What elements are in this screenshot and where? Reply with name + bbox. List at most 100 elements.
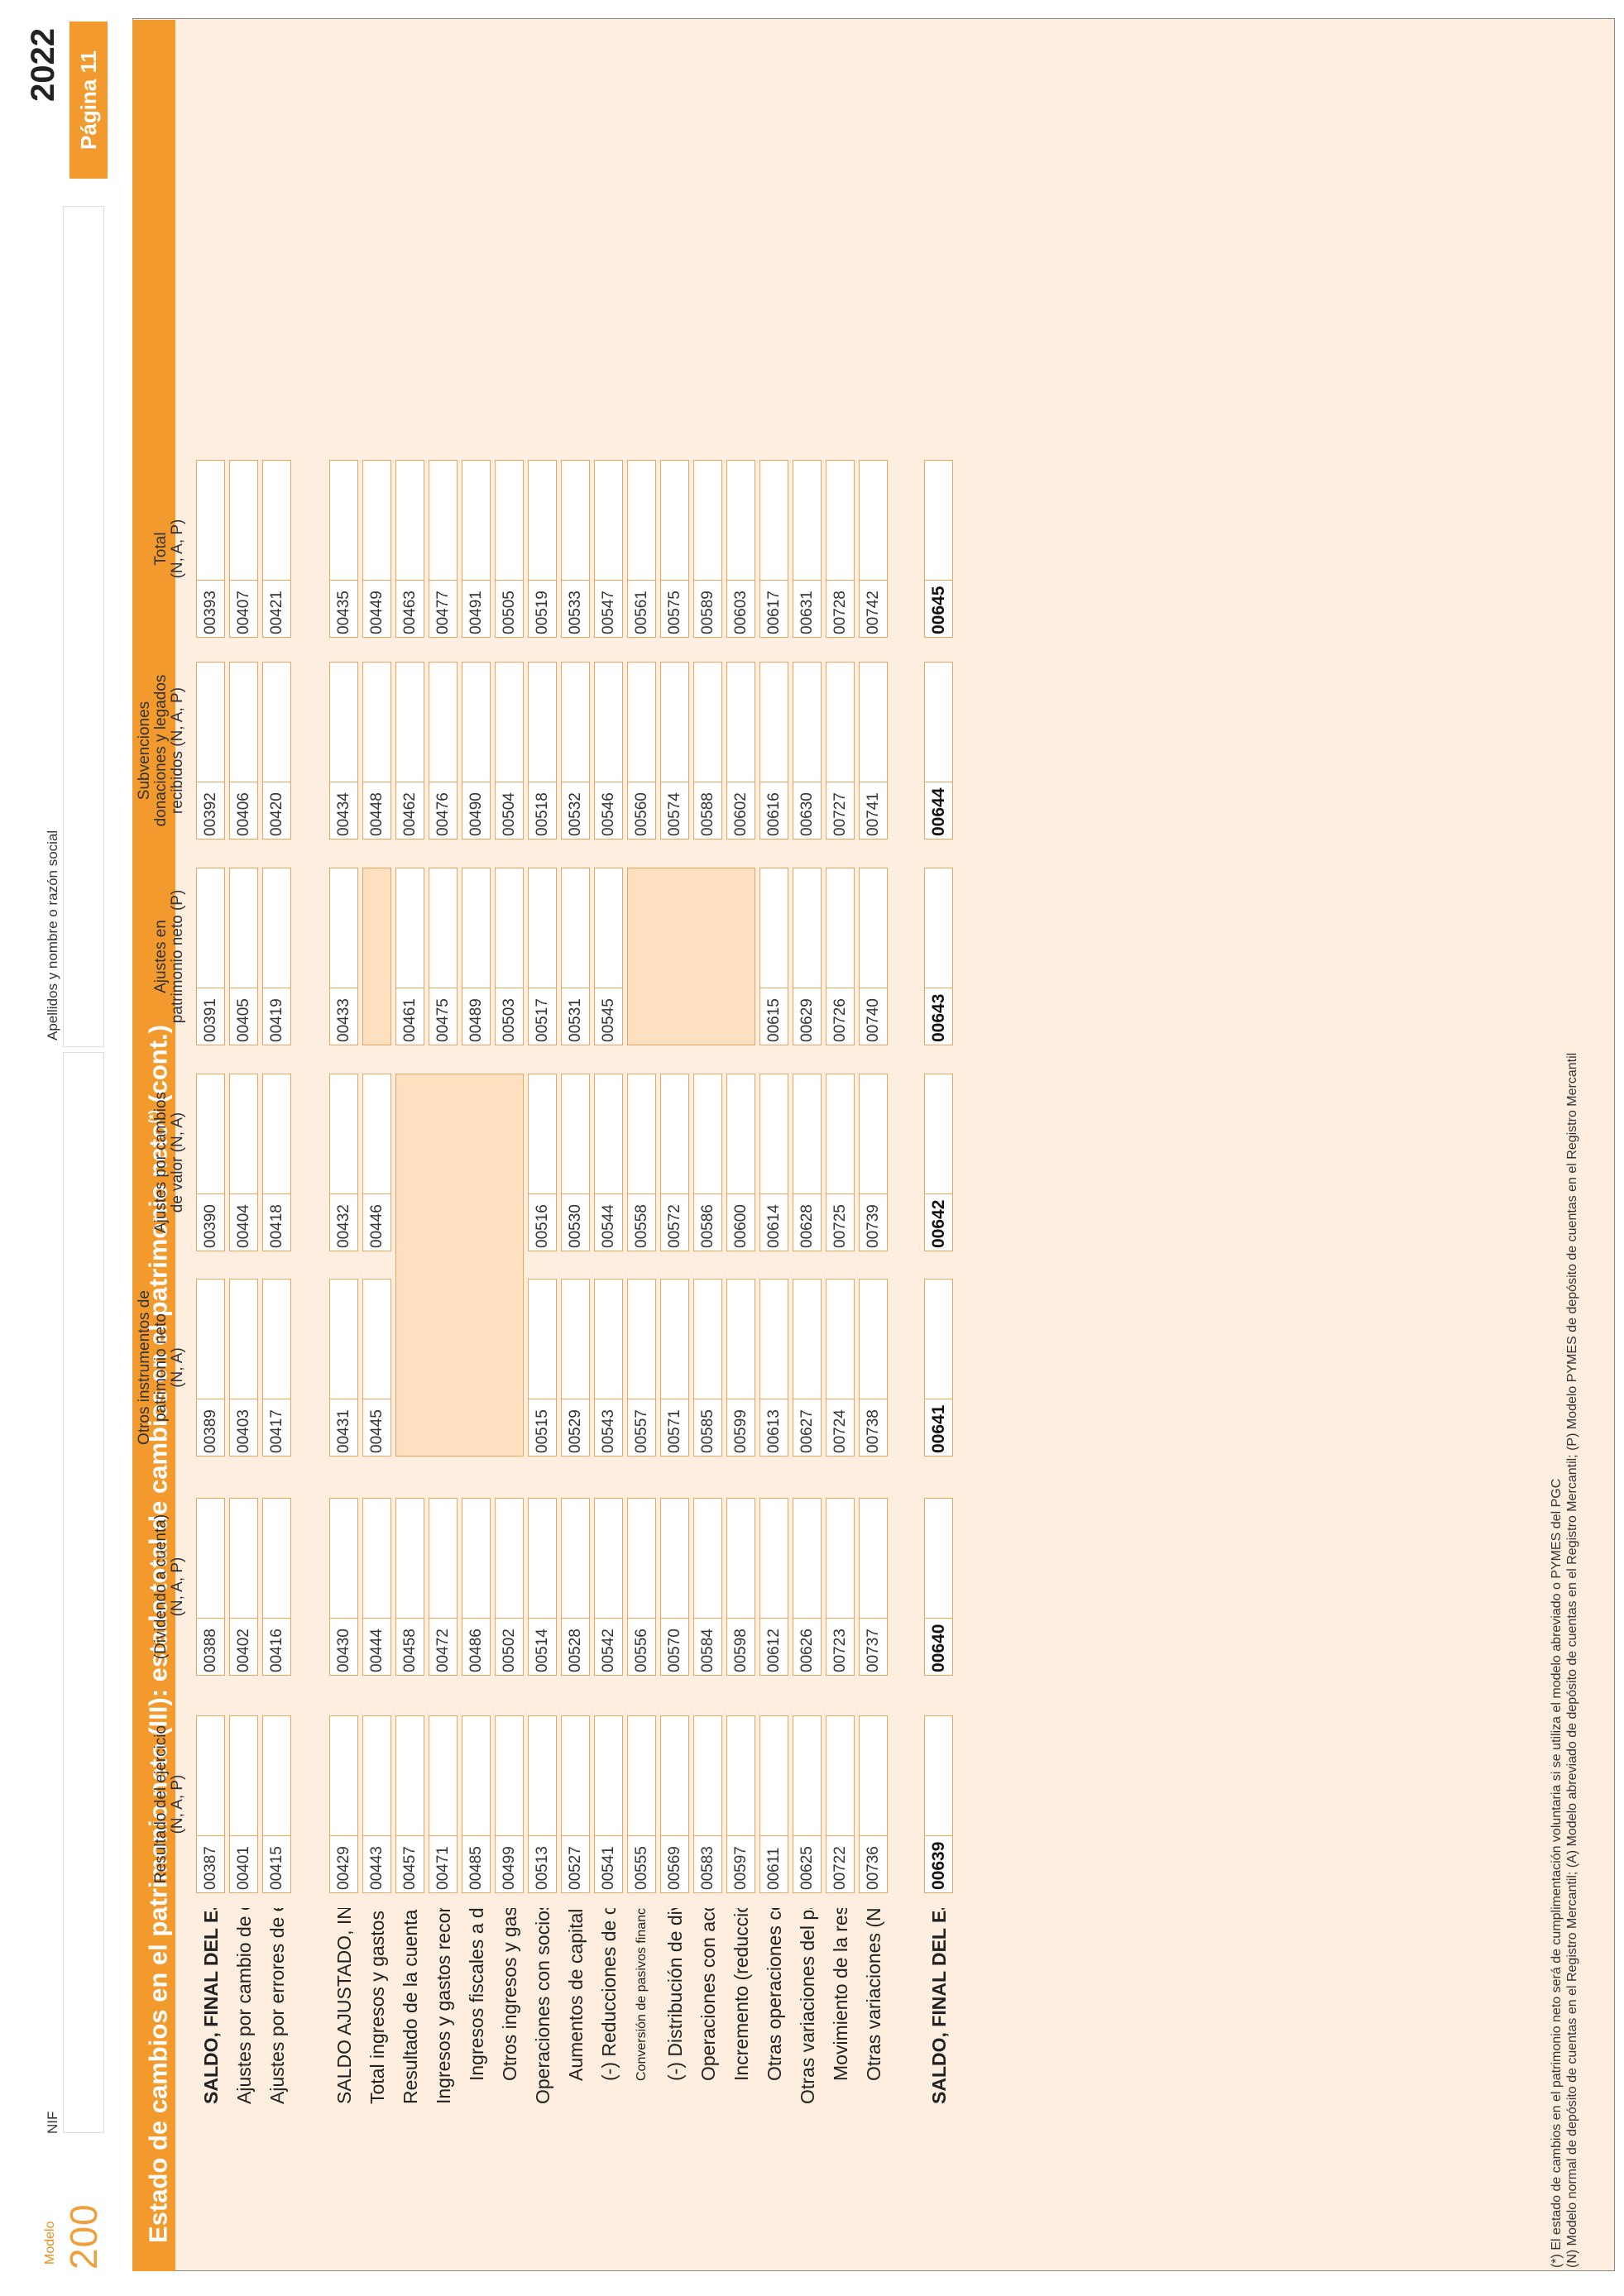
amount-field[interactable]: 00435 (329, 460, 358, 638)
amount-field[interactable]: 00486 (462, 1498, 491, 1676)
amount-field[interactable]: 00723 (826, 1498, 855, 1676)
amount-field[interactable]: 00420 (262, 662, 291, 839)
amount-field[interactable]: 00434 (329, 662, 358, 839)
amount-field[interactable]: 00738 (859, 1279, 888, 1457)
amount-field[interactable]: 00571 (660, 1279, 689, 1457)
amount-field[interactable]: 00639 (924, 1715, 953, 1893)
amount-field[interactable]: 00617 (759, 460, 788, 638)
amount-field[interactable]: 00477 (429, 460, 457, 638)
amount-field[interactable]: 00432 (329, 1074, 358, 1251)
name-field[interactable] (63, 206, 104, 1047)
amount-field[interactable]: 00722 (826, 1715, 855, 1893)
amount-field[interactable]: 00627 (793, 1279, 822, 1457)
amount-field[interactable]: 00642 (924, 1074, 953, 1251)
amount-field[interactable]: 00476 (429, 662, 457, 839)
amount-field[interactable]: 00462 (395, 662, 424, 839)
amount-field[interactable]: 00503 (495, 868, 524, 1045)
amount-field[interactable]: 00444 (362, 1498, 391, 1676)
amount-field[interactable]: 00727 (826, 662, 855, 839)
amount-field[interactable]: 00421 (262, 460, 291, 638)
amount-field[interactable]: 00458 (395, 1498, 424, 1676)
amount-field[interactable]: 00589 (693, 460, 722, 638)
amount-field[interactable]: 00429 (329, 1715, 358, 1893)
amount-field[interactable]: 00599 (726, 1279, 755, 1457)
amount-field[interactable]: 00560 (627, 662, 656, 839)
amount-field[interactable]: 00485 (462, 1715, 491, 1893)
amount-field[interactable]: 00403 (229, 1279, 258, 1457)
amount-field[interactable]: 00588 (693, 662, 722, 839)
amount-field[interactable]: 00557 (627, 1279, 656, 1457)
amount-field[interactable]: 00558 (627, 1074, 656, 1251)
amount-field[interactable]: 00569 (660, 1715, 689, 1893)
amount-field[interactable]: 00629 (793, 868, 822, 1045)
amount-field[interactable]: 00603 (726, 460, 755, 638)
amount-field[interactable]: 00724 (826, 1279, 855, 1457)
amount-field[interactable]: 00393 (196, 460, 225, 638)
amount-field[interactable]: 00726 (826, 868, 855, 1045)
amount-field[interactable]: 00545 (594, 868, 623, 1045)
amount-field[interactable]: 00532 (561, 662, 590, 839)
amount-field[interactable]: 00739 (859, 1074, 888, 1251)
amount-field[interactable]: 00387 (196, 1715, 225, 1893)
amount-field[interactable]: 00740 (859, 868, 888, 1045)
amount-field[interactable]: 00547 (594, 460, 623, 638)
amount-field[interactable]: 00640 (924, 1498, 953, 1676)
amount-field[interactable]: 00518 (528, 662, 557, 839)
amount-field[interactable]: 00499 (495, 1715, 524, 1893)
amount-field[interactable]: 00602 (726, 662, 755, 839)
amount-field[interactable]: 00530 (561, 1074, 590, 1251)
amount-field[interactable]: 00531 (561, 868, 590, 1045)
amount-field[interactable]: 00448 (362, 662, 391, 839)
amount-field[interactable]: 00388 (196, 1498, 225, 1676)
amount-field[interactable]: 00626 (793, 1498, 822, 1676)
amount-field[interactable]: 00461 (395, 868, 424, 1045)
amount-field[interactable]: 00612 (759, 1498, 788, 1676)
amount-field[interactable]: 00417 (262, 1279, 291, 1457)
amount-field[interactable]: 00490 (462, 662, 491, 839)
amount-field[interactable]: 00457 (395, 1715, 424, 1893)
amount-field[interactable]: 00443 (362, 1715, 391, 1893)
amount-field[interactable]: 00489 (462, 868, 491, 1045)
amount-field[interactable]: 00445 (362, 1279, 391, 1457)
amount-field[interactable]: 00543 (594, 1279, 623, 1457)
amount-field[interactable]: 00504 (495, 662, 524, 839)
amount-field[interactable]: 00736 (859, 1715, 888, 1893)
amount-field[interactable]: 00516 (528, 1074, 557, 1251)
amount-field[interactable]: 00529 (561, 1279, 590, 1457)
amount-field[interactable]: 00598 (726, 1498, 755, 1676)
amount-field[interactable]: 00472 (429, 1498, 457, 1676)
amount-field[interactable]: 00389 (196, 1279, 225, 1457)
amount-field[interactable]: 00390 (196, 1074, 225, 1251)
amount-field[interactable]: 00517 (528, 868, 557, 1045)
amount-field[interactable]: 00741 (859, 662, 888, 839)
amount-field[interactable]: 00528 (561, 1498, 590, 1676)
amount-field[interactable]: 00446 (362, 1074, 391, 1251)
amount-field[interactable]: 00625 (793, 1715, 822, 1893)
amount-field[interactable]: 00556 (627, 1498, 656, 1676)
amount-field[interactable]: 00491 (462, 460, 491, 638)
amount-field[interactable]: 00519 (528, 460, 557, 638)
amount-field[interactable]: 00416 (262, 1498, 291, 1676)
amount-field[interactable]: 00475 (429, 868, 457, 1045)
amount-field[interactable]: 00725 (826, 1074, 855, 1251)
amount-field[interactable]: 00431 (329, 1279, 358, 1457)
amount-field[interactable]: 00404 (229, 1074, 258, 1251)
amount-field[interactable]: 00405 (229, 868, 258, 1045)
amount-field[interactable]: 00585 (693, 1279, 722, 1457)
amount-field[interactable]: 00505 (495, 460, 524, 638)
amount-field[interactable]: 00401 (229, 1715, 258, 1893)
amount-field[interactable]: 00641 (924, 1279, 953, 1457)
amount-field[interactable]: 00533 (561, 460, 590, 638)
amount-field[interactable]: 00471 (429, 1715, 457, 1893)
amount-field[interactable]: 00544 (594, 1074, 623, 1251)
amount-field[interactable]: 00513 (528, 1715, 557, 1893)
amount-field[interactable]: 00463 (395, 460, 424, 638)
amount-field[interactable]: 00415 (262, 1715, 291, 1893)
amount-field[interactable]: 00407 (229, 460, 258, 638)
amount-field[interactable]: 00574 (660, 662, 689, 839)
amount-field[interactable]: 00515 (528, 1279, 557, 1457)
nif-field[interactable] (63, 1052, 104, 2133)
amount-field[interactable]: 00643 (924, 868, 953, 1045)
amount-field[interactable]: 00418 (262, 1074, 291, 1251)
amount-field[interactable]: 00737 (859, 1498, 888, 1676)
